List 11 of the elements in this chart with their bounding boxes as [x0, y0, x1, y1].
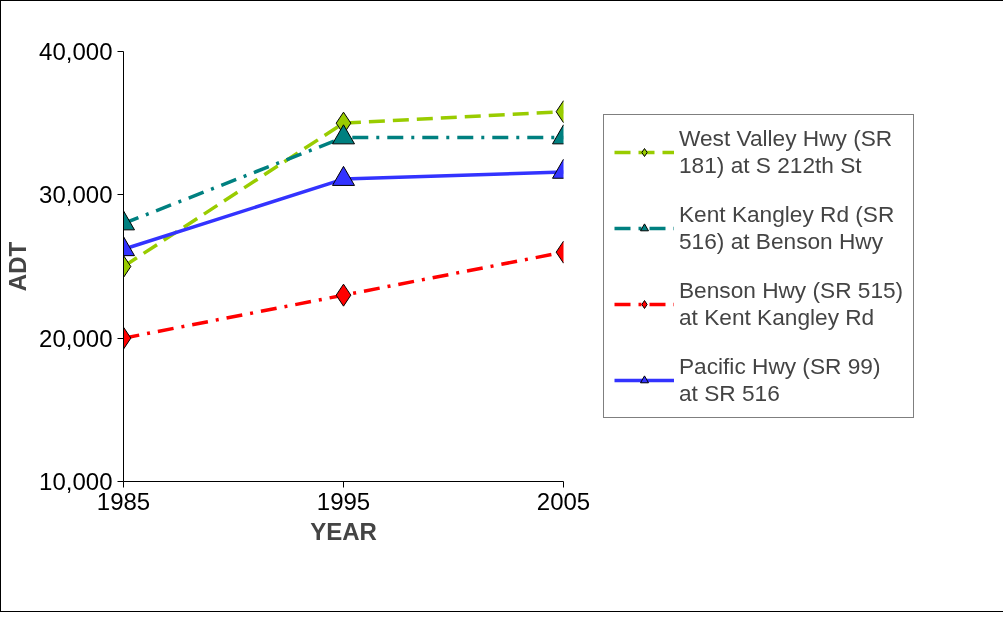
y-tick-label: 40,000	[39, 38, 113, 65]
y-axis-title: ADT	[4, 241, 32, 292]
legend-label: Pacific Hwy (SR 99) at SR 516	[679, 353, 881, 407]
legend-label: Kent Kangley Rd (SR 516) at Benson Hwy	[679, 201, 895, 255]
x-tick-label: 2005	[536, 487, 591, 515]
y-tick-label: 20,000	[39, 324, 113, 352]
legend-label: West Valley Hwy (SR 181) at S 212th St	[679, 125, 893, 179]
y-tick-label: 30,000	[39, 181, 113, 209]
x-axis-title: YEAR	[310, 517, 377, 545]
x-tick-label: 1995	[316, 487, 371, 515]
legend-label: Benson Hwy (SR 515) at Kent Kangley Rd	[679, 277, 904, 331]
